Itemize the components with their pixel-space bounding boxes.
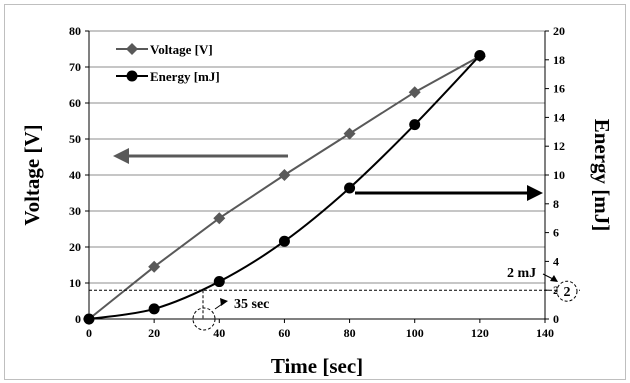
y-right-tick-label: 6 <box>553 226 559 240</box>
annotations: 2 2 mJ 35 sec <box>89 148 580 331</box>
y-right-tick-label: 20 <box>553 24 565 38</box>
voltage-v-point <box>148 260 161 273</box>
time-label: 35 sec <box>234 297 269 312</box>
threshold-label: 2 mJ <box>507 266 536 281</box>
energy-mj-point <box>278 235 290 247</box>
energy-mj-point <box>474 49 486 61</box>
time-marker-circle <box>192 307 216 331</box>
y-left-tick-label: 0 <box>75 312 81 326</box>
x-tick-label: 100 <box>406 326 424 340</box>
right-axis-arrowhead <box>527 185 543 201</box>
left-axis-arrowhead <box>113 148 129 164</box>
y-left-tick-label: 70 <box>69 60 81 74</box>
legend-label: Voltage [V] <box>150 42 213 57</box>
y-left-tick-label: 10 <box>69 276 81 290</box>
threshold-marker-circle <box>556 280 578 302</box>
legend-swatch-marker <box>126 70 138 82</box>
y-right-tick-label: 16 <box>553 82 565 96</box>
x-axis-title: Time [sec] <box>271 354 363 378</box>
y-left-tick-label: 40 <box>69 168 81 182</box>
legend-label: Energy [mJ] <box>150 69 220 84</box>
energy-mj-point <box>148 303 160 315</box>
dual-axis-line-chart: 0 20 40 60 80 100 120 1400102030405060708002468… <box>20 24 614 378</box>
y-right-tick-label: 14 <box>553 110 565 124</box>
chart-frame: 0 20 40 60 80 100 120 140 0 10 20 30 40 50 60 70 80 0 2 4 6 8… <box>4 4 626 380</box>
axes <box>85 30 549 323</box>
threshold-circle-label: 2 <box>564 285 571 300</box>
energy-mj-point <box>409 119 421 131</box>
y-left-tick-label: 50 <box>69 132 81 146</box>
y-right-tick-label: 4 <box>553 254 559 268</box>
y-left-axis-title: Voltage [V] <box>20 124 44 225</box>
tick-labels: 0 20 40 60 80 100 120 1400102030405060708002468… <box>20 24 614 378</box>
y-right-tick-label: 8 <box>553 197 559 211</box>
x-tick-label: 0 <box>86 326 92 340</box>
y-right-axis-title: Energy [mJ] <box>590 119 614 232</box>
grid-lines <box>89 30 545 284</box>
voltage-v-point <box>278 169 291 181</box>
time-arrowhead <box>220 298 228 306</box>
y-right-tick-label: 12 <box>553 139 565 153</box>
x-tick-label: 20 <box>148 326 160 340</box>
energy-mj-point <box>83 313 95 325</box>
voltage-v-point <box>213 212 226 225</box>
x-tick-label: 140 <box>536 326 554 340</box>
legend-swatch-marker <box>126 43 138 55</box>
voltage-v-point <box>408 86 421 99</box>
threshold-arrowhead <box>550 275 558 282</box>
y-right-tick-label: 10 <box>553 168 565 182</box>
y-left-tick-label: 30 <box>69 204 81 218</box>
energy-mj-point <box>213 276 225 288</box>
voltage-v-line <box>88 55 481 320</box>
legend: Voltage [V] Energy [mJ] <box>116 42 220 84</box>
energy-mj-point <box>344 182 356 194</box>
x-tick-label: 60 <box>278 326 290 340</box>
x-tick-label: 80 <box>344 326 356 340</box>
y-right-tick-label: 18 <box>553 53 565 67</box>
energy-mj-line <box>88 54 481 320</box>
x-tick-label: 120 <box>471 326 489 340</box>
voltage-v-point <box>343 127 356 140</box>
series-layer <box>83 49 486 325</box>
y-right-tick-label: 0 <box>553 312 559 326</box>
y-left-tick-label: 60 <box>69 96 81 110</box>
x-tick-label: 40 <box>213 326 225 340</box>
y-left-tick-label: 80 <box>69 24 81 38</box>
y-left-tick-label: 20 <box>69 240 81 254</box>
